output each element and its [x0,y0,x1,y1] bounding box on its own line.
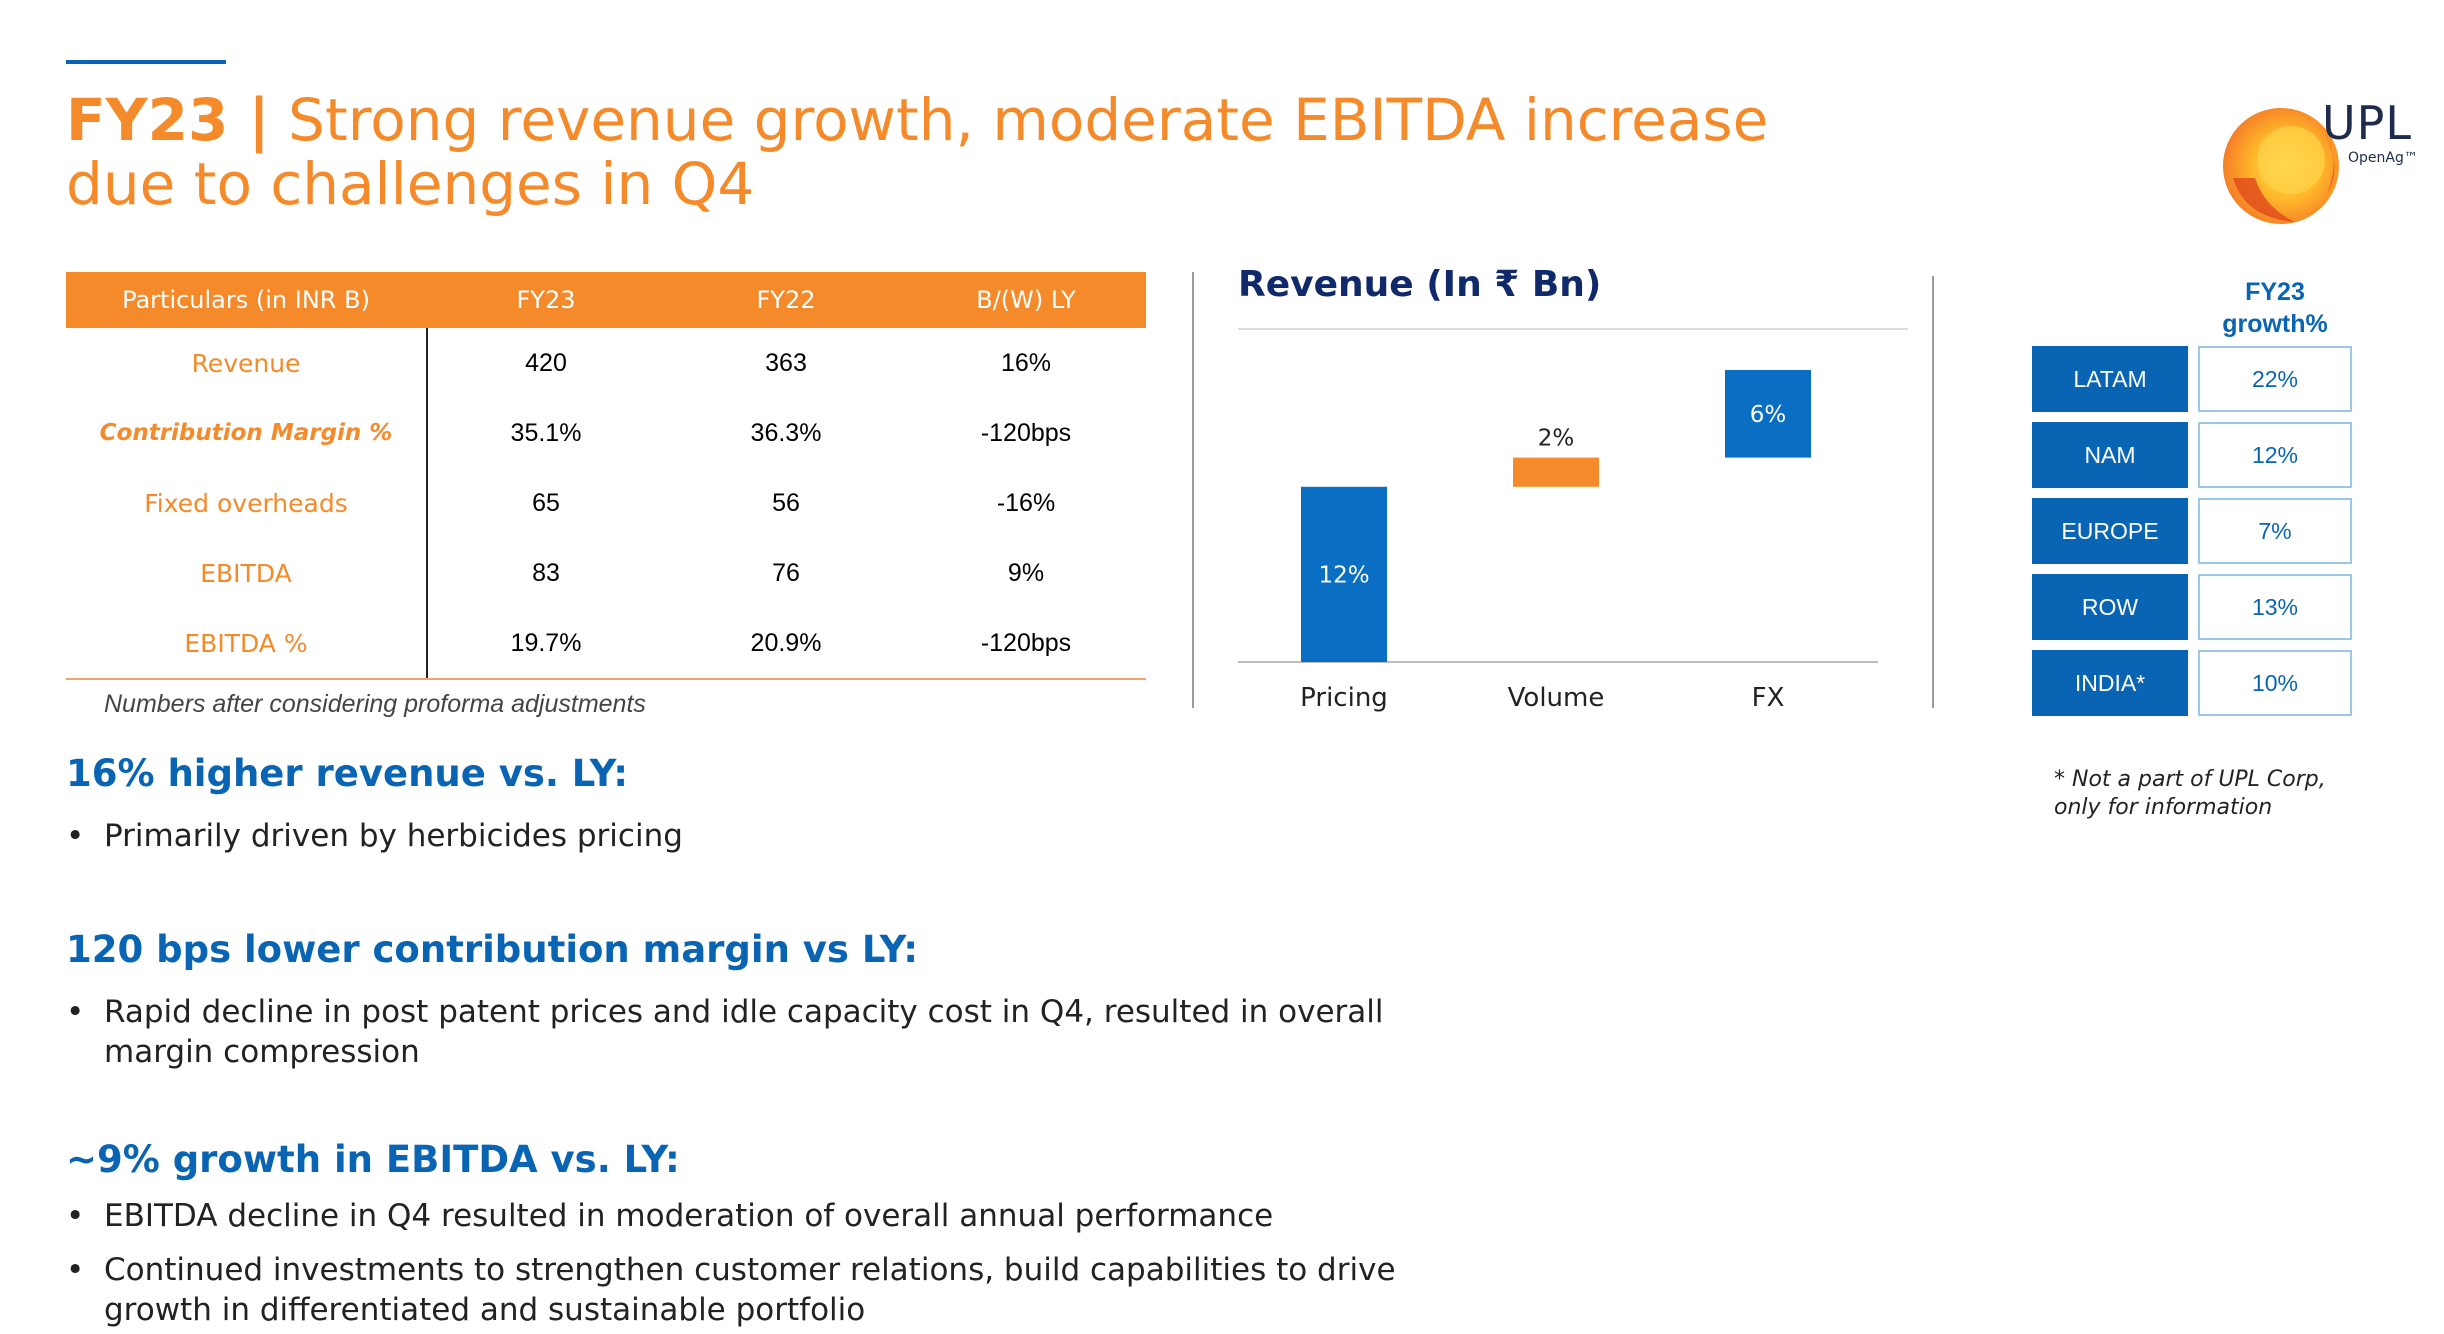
section-heading: ~9% growth in EBITDA vs. LY: [66,1138,680,1181]
bar-fx [1725,370,1811,458]
bullet-item: • Primarily driven by herbicides pricing [66,816,1486,856]
data-label: 12% [1318,562,1369,588]
logo-name: UPL [2322,96,2413,150]
table-row: EBITDA 83 76 9% [66,538,1146,608]
chart-title-rule [1238,328,1908,330]
cell-fy23: 19.7% [510,628,582,657]
cell-fy22: 36.3% [750,418,822,447]
bullet-text: Continued investments to strengthen cust… [104,1252,1396,1328]
region-growth-header: FY23 growth% [2222,278,2328,338]
chart-title: Revenue (In ₹ Bn) [1238,264,1602,305]
region-footnote: * Not a part of UPL Corp, only for infor… [2054,767,2326,820]
region-name: NAM [2032,422,2188,488]
cell-change: 9% [1007,558,1045,587]
title-text: Strong revenue growth, moderate EBITDA i… [66,86,1769,218]
region-row: LATAM 22% [2032,346,2352,412]
table-body: Revenue 420 363 16% Contribution Margin … [66,328,1146,680]
cell-fy22: 363 [765,348,807,377]
region-name: LATAM [2032,346,2188,412]
bullet-item: • Continued investments to strengthen cu… [66,1250,1486,1330]
table-header: Particulars (in INR B) FY23 FY22 B/(W) L… [66,272,1146,328]
cell-change: 16% [1000,348,1052,377]
upl-logo-icon [2223,108,2339,224]
cell-fy23: 420 [525,348,567,377]
column-divider [426,328,428,678]
cell-fy23: 65 [532,488,560,517]
cell-change: -16% [996,488,1056,517]
table-note: Numbers after considering proforma adjus… [104,690,646,718]
region-growth-list: LATAM 22% NAM 12% EUROPE 7% ROW 13% INDI… [2032,346,2352,726]
category-label: FX [1752,683,1785,713]
cell-change: -120bps [980,418,1072,447]
bullet-item: • EBITDA decline in Q4 resulted in moder… [66,1196,1486,1236]
row-label: Revenue [191,348,301,378]
divider [1932,276,1934,708]
header-change: B/(W) LY [976,286,1076,314]
region-row: EUROPE 7% [2032,498,2352,564]
row-label: EBITDA % [184,628,308,658]
table-row: Revenue 420 363 16% [66,328,1146,398]
table-row: Fixed overheads 65 56 -16% [66,468,1146,538]
category-label: Pricing [1300,683,1388,713]
data-label: 2% [1538,426,1575,452]
region-growth-value: 10% [2198,650,2352,716]
cell-fy22: 20.9% [750,628,822,657]
region-name: ROW [2032,574,2188,640]
bullet-marker: • [66,818,85,854]
table-row: Contribution Margin % 35.1% 36.3% -120bp… [66,398,1146,468]
row-label: Contribution Margin % [99,420,393,446]
page-title: FY23 | Strong revenue growth, moderate E… [66,88,1866,216]
cell-change: -120bps [980,628,1072,657]
header-fy22: FY22 [756,286,816,314]
bullet-text: Primarily driven by herbicides pricing [104,818,683,854]
header-particulars: Particulars (in INR B) [122,286,370,314]
bullet-marker: • [66,994,85,1030]
section-heading: 16% higher revenue vs. LY: [66,752,628,795]
data-label: 6% [1750,402,1787,428]
bar-pricing [1301,486,1387,662]
logo-tagline: OpenAg™ [2348,150,2418,166]
region-name: INDIA* [2032,650,2188,716]
cell-fy22: 56 [772,488,800,517]
row-label: EBITDA [200,558,292,588]
bar-volume [1513,457,1599,487]
financial-table: Particulars (in INR B) FY23 FY22 B/(W) L… [66,272,1146,680]
cell-fy22: 76 [772,558,800,587]
region-row: NAM 12% [2032,422,2352,488]
table-row: EBITDA % 19.7% 20.9% -120bps [66,608,1146,678]
region-row: ROW 13% [2032,574,2352,640]
section-heading: 120 bps lower contribution margin vs LY: [66,928,919,971]
bullet-marker: • [66,1198,85,1234]
region-growth-value: 13% [2198,574,2352,640]
divider [1192,272,1194,708]
bullet-item: • Rapid decline in post patent prices an… [66,992,1486,1072]
region-name: EUROPE [2032,498,2188,564]
bullet-text: EBITDA decline in Q4 resulted in moderat… [104,1198,1274,1234]
region-growth-value: 12% [2198,422,2352,488]
bullet-text: Rapid decline in post patent prices and … [104,994,1384,1070]
region-growth-value: 22% [2198,346,2352,412]
title-lead: FY23 | [66,86,270,154]
cell-fy23: 35.1% [510,418,582,447]
title-accent-line [66,60,226,64]
bullet-marker: • [66,1252,85,1288]
region-row: INDIA* 10% [2032,650,2352,716]
category-label: Volume [1508,683,1605,713]
cell-fy23: 83 [532,558,560,587]
revenue-waterfall-chart: 12% Pricing 2% Volume 6% FX [1238,370,1878,713]
header-fy23: FY23 [516,286,576,314]
row-label: Fixed overheads [144,488,348,518]
region-growth-value: 7% [2198,498,2352,564]
